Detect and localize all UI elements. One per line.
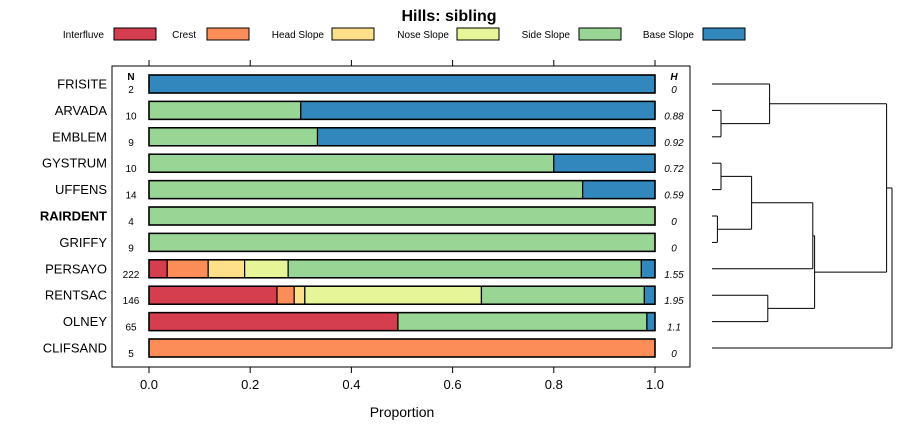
bar-segment — [304, 285, 483, 305]
h-value: 1.1 — [667, 323, 681, 334]
h-value: 1.95 — [664, 296, 684, 307]
h-value: 0.92 — [664, 138, 684, 149]
n-value: 4 — [128, 217, 134, 228]
x-tick-label: 0.0 — [140, 377, 158, 392]
h-value: 0 — [671, 217, 677, 228]
h-value: 1.55 — [664, 270, 684, 281]
n-value: 2 — [128, 85, 134, 96]
row-label: EMBLEM — [52, 129, 107, 144]
row-label: PERSAYO — [45, 261, 107, 276]
legend-swatch — [113, 27, 157, 41]
bar-outline — [148, 232, 656, 253]
x-tick-label: 0.4 — [342, 377, 360, 392]
bar-segment — [148, 180, 584, 200]
h-value: 0 — [671, 243, 677, 254]
bar-segment — [287, 259, 642, 279]
h-value: 0 — [671, 349, 677, 360]
bar-outline — [148, 285, 656, 305]
row-label: RAIRDENT — [40, 209, 107, 224]
n-value: 222 — [123, 270, 140, 281]
h-value: 0.72 — [664, 164, 684, 175]
legend-label: Side Slope — [522, 30, 571, 41]
bar-segment — [148, 285, 278, 305]
bar-segment — [148, 232, 656, 252]
legend-swatch — [456, 27, 500, 41]
h-column-header: H — [670, 72, 678, 83]
row-label: OLNEY — [63, 314, 107, 329]
bar-segment — [397, 312, 648, 332]
bar-segment — [148, 100, 302, 121]
legend-label: Interfluve — [63, 30, 105, 41]
row-label: FRISITE — [57, 77, 107, 92]
n-column-header: N — [127, 72, 134, 83]
legend-label: Head Slope — [272, 30, 325, 41]
bar-outline — [148, 74, 656, 94]
row-label: ARVADA — [55, 103, 108, 118]
bar-outline — [148, 311, 656, 332]
plot-frame — [111, 65, 691, 368]
bar-outline — [148, 179, 656, 200]
x-axis-title: Proportion — [370, 404, 435, 420]
n-value: 5 — [128, 349, 134, 360]
legend-label: Base Slope — [643, 30, 695, 41]
x-tick-label: 0.2 — [241, 377, 259, 392]
rows: FRISITE 2 0 ARVADA 10 0.88 EMBLEM 9 0.92 GYSTRUM 1… — [40, 74, 684, 360]
bar-segment — [148, 312, 399, 332]
n-value: 14 — [125, 191, 137, 202]
bar-segment — [207, 259, 246, 279]
legend-swatch — [206, 27, 250, 41]
legend-swatch — [702, 27, 746, 41]
bar-segment — [148, 74, 656, 94]
h-value: 0.88 — [664, 111, 684, 122]
bar-segment — [148, 338, 656, 358]
h-value: 0 — [671, 85, 677, 96]
n-value: 9 — [128, 138, 134, 149]
bar-segment — [148, 259, 168, 279]
n-value: 10 — [125, 111, 137, 122]
bar-segment — [148, 206, 656, 226]
bar-segment — [553, 153, 656, 173]
row-label: CLIFSAND — [43, 341, 107, 356]
row-label: UFFENS — [55, 182, 107, 197]
bar-outline — [148, 206, 656, 226]
n-value: 146 — [123, 296, 140, 307]
bar-segment — [316, 127, 656, 147]
bar-outline — [148, 127, 656, 147]
legend-swatch — [331, 27, 375, 41]
bar-segment — [480, 285, 645, 305]
n-value: 9 — [128, 243, 134, 254]
bar-segment — [293, 285, 306, 305]
legend-label: Nose Slope — [397, 30, 449, 41]
bar-segment — [582, 180, 656, 200]
h-value: 0.59 — [664, 191, 684, 202]
bar-segment — [300, 100, 656, 121]
bar-outline — [148, 338, 656, 358]
bar-segment — [643, 285, 656, 305]
legend-swatch — [578, 27, 622, 41]
chart-title: Hills: sibling — [401, 8, 496, 25]
bar-segment — [148, 127, 319, 147]
bar-outline — [148, 259, 656, 279]
x-tick-label: 0.6 — [444, 377, 462, 392]
row-label: GYSTRUM — [42, 156, 107, 171]
x-tick-label: 1.0 — [646, 377, 664, 392]
bar-segment — [148, 153, 555, 173]
row-label: RENTSAC — [45, 288, 107, 303]
dendrogram — [712, 83, 893, 349]
n-value: 65 — [125, 323, 137, 334]
bar-segment — [276, 285, 295, 305]
bar-segment — [646, 312, 656, 332]
bar-segment — [244, 259, 289, 279]
bar-segment — [166, 259, 209, 279]
x-axis: 0.0 0.2 0.4 0.6 0.8 1.0 — [140, 60, 664, 392]
legend-label: Crest — [172, 30, 196, 41]
legend: Interfluve Crest Head Slope Nose Slope Side … — [63, 27, 746, 41]
bar-outline — [148, 153, 656, 173]
bar-outline — [148, 100, 656, 121]
bar-segment — [640, 259, 656, 279]
x-tick-label: 0.8 — [545, 377, 563, 392]
n-value: 10 — [125, 164, 137, 175]
row-label: GRIFFY — [59, 235, 107, 250]
